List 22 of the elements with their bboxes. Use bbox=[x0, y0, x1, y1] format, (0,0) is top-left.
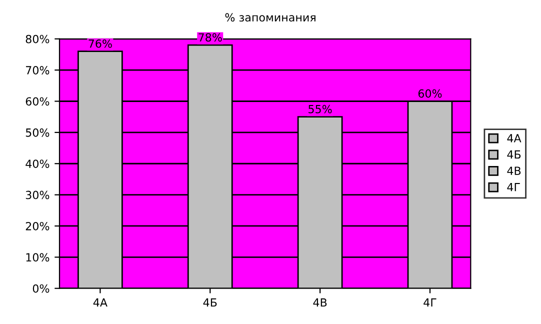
y-tick-label: 60% bbox=[26, 97, 50, 106]
data-label: 55% bbox=[308, 104, 332, 114]
y-tick-label: 70% bbox=[26, 66, 50, 74]
data-label: 76% bbox=[88, 39, 112, 48]
y-tick-label: 0% bbox=[32, 284, 50, 293]
chart-title: % запоминания bbox=[225, 13, 316, 22]
legend-label: 4А bbox=[507, 134, 522, 142]
y-tick-label: 80% bbox=[26, 34, 50, 44]
y-tick-label: 40% bbox=[26, 160, 50, 168]
data-label: 78% bbox=[198, 33, 222, 42]
y-tick-label: 50% bbox=[26, 128, 50, 137]
x-tick-label: 4В bbox=[313, 298, 327, 307]
y-tick-label: 30% bbox=[26, 190, 50, 200]
y-tick-label: 10% bbox=[26, 253, 50, 262]
x-tick-label: 4Г bbox=[424, 298, 436, 307]
x-tick-label: 4А bbox=[93, 298, 108, 307]
x-tick-label: 4Б bbox=[203, 298, 217, 307]
legend-label: 4Г bbox=[507, 183, 520, 192]
data-label: 60% bbox=[418, 89, 442, 98]
legend-label: 4В bbox=[507, 166, 521, 175]
y-tick-label: 20% bbox=[26, 222, 50, 230]
legend-label: 4Б bbox=[507, 150, 521, 159]
